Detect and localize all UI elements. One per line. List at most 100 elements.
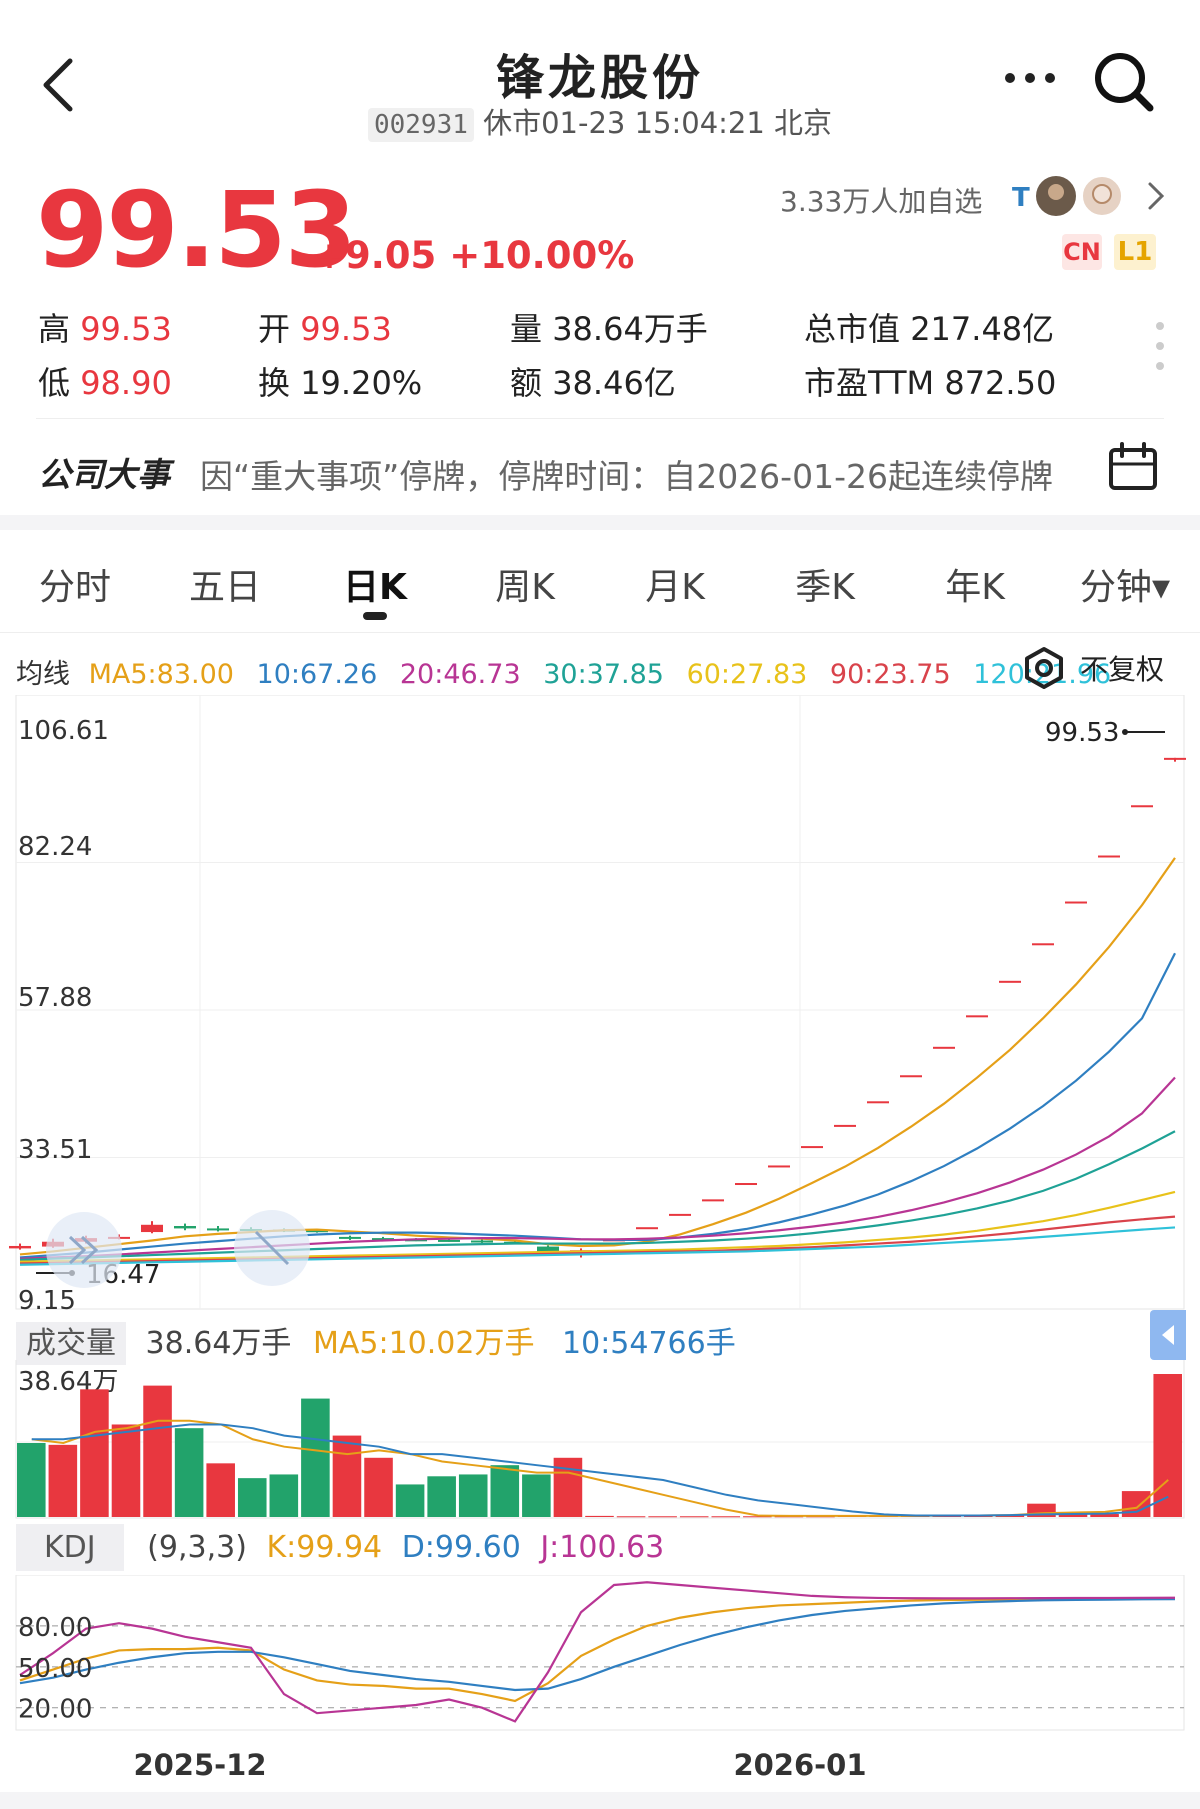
candle-body [9, 1245, 31, 1249]
candle-body [306, 1230, 328, 1233]
kdj-chart[interactable]: 80.00 50.00 20.00 2025-12 2026-01 [0, 1575, 1200, 1795]
adjust-label: 不复权 [1080, 653, 1165, 686]
date-label: 2026-01 [733, 1748, 866, 1782]
kdj-d-line [19, 1598, 1176, 1692]
ma-line-ma10 [19, 952, 1176, 1259]
volume-bar [585, 1515, 614, 1517]
price-change: +9.05 +10.00% [314, 234, 634, 277]
more-icon[interactable] [1000, 58, 1060, 98]
ma10-value: 10:67.26 [256, 659, 378, 690]
ma-line-ma90 [19, 1215, 1176, 1265]
volume-bar [17, 1442, 46, 1517]
volume-bar [490, 1465, 520, 1517]
volume-ma10-line [31, 1423, 1169, 1517]
section-gap [0, 515, 1200, 530]
ma-line-ma5 [19, 857, 1176, 1256]
candle-body [1098, 855, 1120, 858]
volume-title[interactable]: 成交量 [16, 1322, 126, 1365]
calendar-icon[interactable] [1108, 442, 1158, 492]
candle-body [438, 1239, 460, 1242]
tab-yearly-k[interactable]: 年K [945, 567, 1005, 608]
kline-y-label: 57.88 [18, 983, 92, 1013]
kdj-k-line [19, 1597, 1176, 1703]
ma-line-ma60 [19, 1190, 1176, 1263]
volume-bar [1058, 1514, 1088, 1517]
expand-stats-icon[interactable] [1155, 320, 1165, 372]
volume-chart[interactable]: 38.64万 [0, 1360, 1200, 1520]
volume-bar [648, 1516, 677, 1518]
tab-five-day[interactable]: 五日 [188, 567, 261, 608]
candle-body [933, 1046, 955, 1049]
volume-frame [15, 1360, 1185, 1519]
stat-pe-ttm: 市盈TTM 872.50 [804, 364, 1057, 402]
stat-market-cap: 总市值 217.48亿 [804, 310, 1055, 348]
followers-count[interactable]: 3.33万人加自选 [780, 185, 983, 218]
level1-badge[interactable]: L1 [1114, 234, 1156, 270]
kdj-title[interactable]: KDJ [16, 1524, 124, 1571]
candle-body [735, 1183, 757, 1186]
tab-intraday[interactable]: 分时 [38, 567, 111, 608]
volume-header: 成交量 38.64万手 MA5:10.02万手 10:54766手 [16, 1318, 736, 1365]
kdj-j-line [19, 1581, 1176, 1723]
tab-minute[interactable]: 分钟▾ [1079, 567, 1171, 608]
kline-y-label: 33.51 [18, 1135, 92, 1165]
collapse-panel-button[interactable] [1150, 1310, 1186, 1360]
candle-body [966, 1015, 988, 1018]
follower-avatars-icon[interactable]: T [1010, 172, 1170, 220]
tab-quarterly-k[interactable]: 季K [795, 567, 855, 608]
search-icon[interactable] [1092, 50, 1156, 114]
svg-text:T: T [1012, 183, 1030, 213]
volume-bar [616, 1516, 646, 1518]
kdj-frame [15, 1575, 1185, 1731]
event-text[interactable]: 因“重大事项”停牌，停牌时间：自2026-01-26起连续停牌 [200, 457, 1053, 496]
ma-label: 均线 [16, 659, 70, 690]
tab-weekly-k[interactable]: 周K [495, 567, 555, 608]
back-arrow-icon[interactable] [38, 55, 78, 115]
candle-body [702, 1199, 724, 1202]
kdj-params: (9,3,3) [147, 1530, 247, 1565]
kdj-k: K:99.94 [266, 1530, 383, 1565]
candle-body [339, 1236, 361, 1239]
volume-ma5: MA5:10.02万手 [312, 1326, 535, 1361]
stat-open: 开 99.53 [258, 310, 392, 348]
last-price-label: 99.53 [1045, 718, 1119, 748]
expand-arrow-icon [254, 1230, 290, 1266]
event-label: 公司大事 [38, 455, 170, 494]
candle-body [834, 1124, 856, 1127]
kdj-d: D:99.60 [401, 1530, 521, 1565]
candle-body [768, 1165, 790, 1168]
ma-line-ma20 [19, 1076, 1176, 1260]
volume-bar [80, 1389, 109, 1517]
kdj-j: J:100.63 [540, 1530, 665, 1565]
volume-bar [1090, 1514, 1119, 1517]
adjust-toggle[interactable]: 不复权 [1022, 642, 1182, 692]
volume-bar [679, 1516, 709, 1518]
divider [36, 418, 1164, 419]
triangle-left-icon [1162, 1325, 1174, 1345]
bottom-bar [0, 1792, 1200, 1809]
candle-body [471, 1240, 493, 1243]
date-label: 2025-12 [133, 1748, 266, 1782]
stock-subtitle: 002931 休市01-23 15:04:21 北京 [0, 100, 1200, 142]
candle-body [999, 980, 1021, 983]
volume-bar [522, 1474, 551, 1517]
volume-bar [364, 1457, 393, 1517]
volume-bar [174, 1428, 204, 1517]
volume-bar [395, 1484, 425, 1517]
candle-body [1164, 757, 1186, 760]
ma5-value: MA5:83.00 [88, 659, 234, 690]
tab-monthly-k[interactable]: 月K [645, 567, 705, 608]
candle-body [174, 1225, 196, 1229]
stat-high: 高 99.53 [38, 310, 172, 348]
volume-bar [237, 1478, 267, 1517]
volume-bar [111, 1424, 141, 1517]
kdj-level-label: 50.00 [18, 1654, 92, 1684]
volume-bar [458, 1474, 488, 1517]
market-status: 休市01-23 15:04:21 北京 [483, 106, 833, 140]
tab-daily-k[interactable]: 日K [343, 567, 407, 608]
kline-y-label: 106.61 [18, 716, 109, 746]
market-badge-cn[interactable]: CN [1062, 234, 1102, 270]
candle-body [801, 1146, 823, 1149]
last-price-dot [1122, 729, 1128, 735]
